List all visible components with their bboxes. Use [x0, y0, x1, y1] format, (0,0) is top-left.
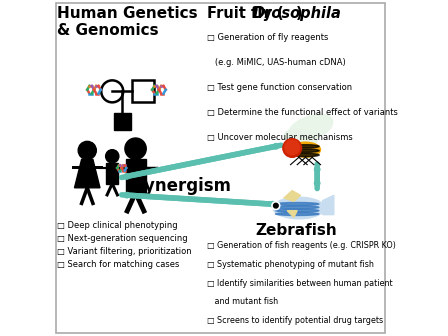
Polygon shape — [287, 211, 297, 217]
Text: ): ) — [296, 6, 302, 22]
Ellipse shape — [276, 209, 319, 212]
Circle shape — [283, 139, 302, 157]
Circle shape — [274, 203, 278, 208]
Ellipse shape — [276, 203, 319, 206]
Ellipse shape — [288, 115, 333, 141]
Text: □ Deep clinical phenotyping
□ Next-generation sequencing
□ Variant filtering, pr: □ Deep clinical phenotyping □ Next-gener… — [57, 221, 192, 269]
Text: □ Determine the functional effect of variants: □ Determine the functional effect of var… — [207, 108, 398, 117]
Ellipse shape — [273, 197, 325, 219]
Text: and mutant fish: and mutant fish — [207, 297, 278, 306]
Text: Zebrafish: Zebrafish — [255, 223, 337, 238]
Circle shape — [78, 141, 96, 160]
Circle shape — [285, 140, 300, 155]
Ellipse shape — [292, 153, 319, 157]
Text: □ Generation of fish reagents (e.g. CRISPR KO): □ Generation of fish reagents (e.g. CRIS… — [207, 241, 396, 250]
Ellipse shape — [276, 212, 319, 215]
Ellipse shape — [290, 142, 320, 157]
Text: Drosophila: Drosophila — [252, 6, 341, 22]
Polygon shape — [125, 159, 146, 193]
Text: □ Screens to identify potential drug targets: □ Screens to identify potential drug tar… — [207, 316, 383, 325]
Text: □ Generation of fly reagents: □ Generation of fly reagents — [207, 33, 328, 42]
Text: Synergism: Synergism — [133, 177, 232, 195]
Ellipse shape — [292, 145, 319, 148]
Text: □ Uncover molecular mechanisms: □ Uncover molecular mechanisms — [207, 133, 353, 142]
FancyBboxPatch shape — [114, 113, 130, 130]
Circle shape — [125, 138, 146, 159]
Polygon shape — [284, 191, 301, 201]
Text: □ Identify similarities between human patient: □ Identify similarities between human pa… — [207, 279, 393, 288]
Circle shape — [272, 202, 280, 210]
Text: □ Test gene function conservation: □ Test gene function conservation — [207, 83, 352, 92]
Text: (e.g. MiMIC, UAS-human cDNA): (e.g. MiMIC, UAS-human cDNA) — [207, 58, 346, 67]
FancyBboxPatch shape — [132, 80, 154, 102]
Polygon shape — [323, 195, 334, 215]
Polygon shape — [74, 160, 100, 188]
Circle shape — [106, 150, 119, 163]
Ellipse shape — [284, 129, 317, 147]
Text: Human Genetics
& Genomics: Human Genetics & Genomics — [57, 6, 198, 38]
Text: □ Systematic phenotyping of mutant fish: □ Systematic phenotyping of mutant fish — [207, 260, 374, 269]
Ellipse shape — [292, 149, 319, 152]
Polygon shape — [106, 163, 118, 183]
FancyBboxPatch shape — [56, 3, 385, 333]
Ellipse shape — [276, 206, 319, 209]
Text: Fruit fly (: Fruit fly ( — [207, 6, 284, 22]
